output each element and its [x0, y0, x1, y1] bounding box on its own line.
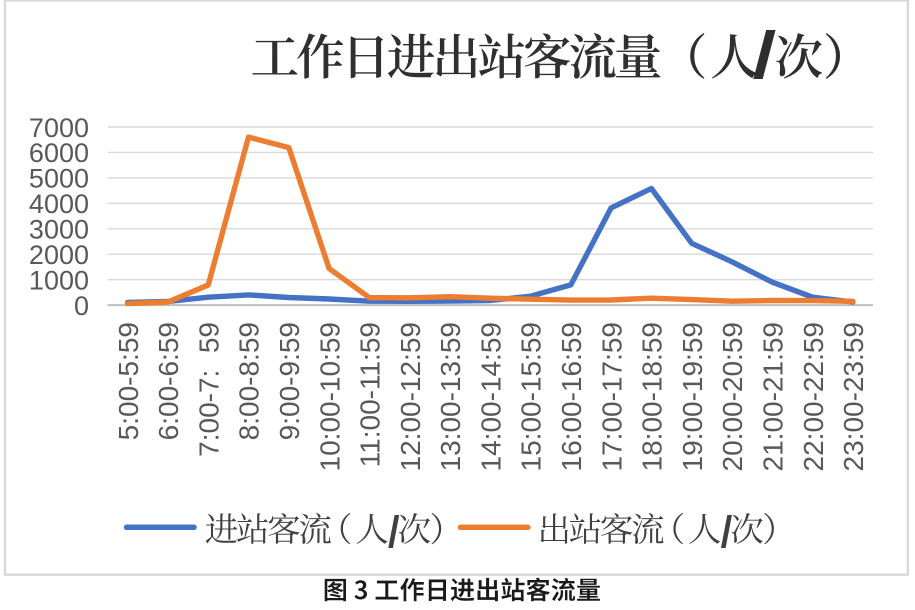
svg-text:13:00-13:59: 13:00-13:59 [435, 322, 466, 471]
svg-text:8:00-8:59: 8:00-8:59 [234, 322, 265, 440]
svg-text:0: 0 [74, 291, 89, 321]
svg-text:18:00-18:59: 18:00-18:59 [637, 322, 668, 471]
svg-text:2000: 2000 [29, 240, 89, 270]
svg-text:15:00-15:59: 15:00-15:59 [516, 322, 547, 471]
svg-text:22:00-22:59: 22:00-22:59 [798, 322, 829, 471]
svg-text:10:00-10:59: 10:00-10:59 [314, 322, 345, 471]
svg-text:16:00-16:59: 16:00-16:59 [556, 322, 587, 471]
svg-text:3000: 3000 [29, 215, 89, 245]
svg-text:20:00-20:59: 20:00-20:59 [717, 322, 748, 471]
svg-text:14:00-14:59: 14:00-14:59 [475, 322, 506, 471]
svg-text:4000: 4000 [29, 189, 89, 219]
svg-text:7000: 7000 [29, 113, 89, 143]
svg-text:23:00-23:59: 23:00-23:59 [838, 322, 869, 471]
svg-text:7:00-7:59: 7:00-7:59 [193, 322, 224, 457]
svg-text:5:00-5:59: 5:00-5:59 [113, 322, 144, 440]
svg-text:12:00-12:59: 12:00-12:59 [395, 322, 426, 471]
svg-text:21:00-21:59: 21:00-21:59 [758, 322, 789, 471]
svg-text:1000: 1000 [29, 266, 89, 296]
svg-text:6:00-6:59: 6:00-6:59 [153, 322, 184, 440]
svg-text:6000: 6000 [29, 138, 89, 168]
svg-text:11:00-11:59: 11:00-11:59 [355, 322, 386, 467]
svg-text:17:00-17:59: 17:00-17:59 [596, 322, 627, 471]
svg-text:9:00-9:59: 9:00-9:59 [274, 322, 305, 440]
svg-text:5000: 5000 [29, 164, 89, 194]
svg-text:19:00-19:59: 19:00-19:59 [677, 322, 708, 471]
